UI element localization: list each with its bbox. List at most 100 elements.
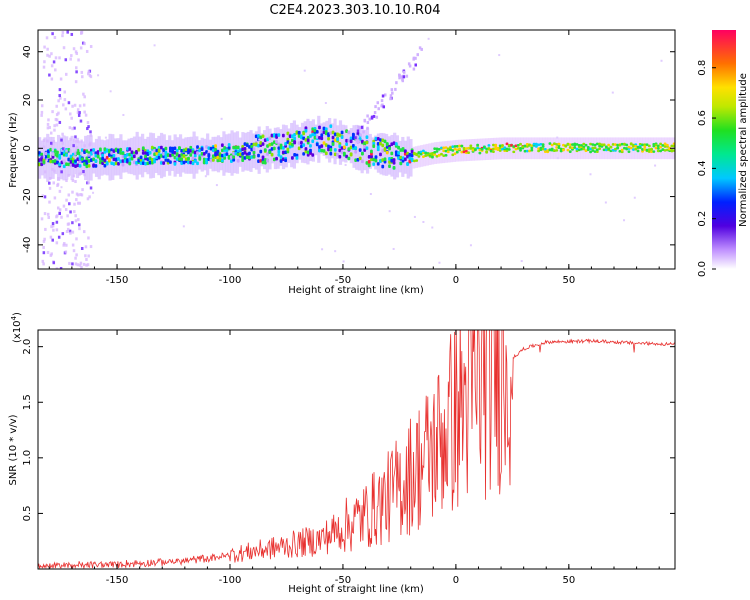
- heatmap-cell: [537, 147, 541, 151]
- heatmap-cell: [252, 147, 256, 152]
- heatmap-cell: [266, 152, 269, 156]
- heatmap-speckle: [68, 126, 72, 130]
- heatmap-cell: [652, 150, 656, 153]
- heatmap-speckle: [65, 149, 68, 153]
- heatmap-speckle: [57, 99, 60, 103]
- heatmap-speckle: [51, 222, 55, 226]
- heatmap-cell: [580, 147, 583, 151]
- heatmap-cell: [548, 142, 552, 145]
- heatmap-speckle: [416, 53, 419, 57]
- heatmap-cell: [128, 152, 132, 157]
- heatmap-cell: [351, 144, 355, 148]
- heatmap-cell: [272, 146, 276, 151]
- heatmap-cell: [408, 156, 412, 161]
- heatmap-cell: [234, 151, 238, 156]
- heatmap-cell: [487, 144, 491, 147]
- heatmap-cell: [604, 148, 608, 152]
- heatmap-cell: [286, 140, 290, 144]
- heatmap-cell: [200, 152, 204, 156]
- heatmap-cell: [67, 157, 71, 162]
- heatmap-cell: [422, 155, 425, 158]
- heatmap-cell: [89, 158, 93, 162]
- heatmap-cell: [435, 154, 439, 158]
- heatmap-cell: [252, 150, 256, 155]
- heatmap-speckle: [58, 56, 61, 60]
- heatmap-cell: [593, 150, 597, 153]
- heatmap-cell: [638, 142, 642, 146]
- heatmap-speckle: [342, 260, 345, 263]
- heatmap-cell: [525, 137, 530, 160]
- heatmap-cell: [44, 151, 48, 156]
- heatmap-speckle: [51, 32, 54, 36]
- heatmap-cell: [501, 147, 504, 151]
- heatmap-cell: [451, 149, 455, 152]
- heatmap-speckle: [76, 201, 80, 205]
- heatmap-speckle: [55, 267, 59, 269]
- heatmap-cell: [236, 152, 240, 157]
- heatmap-cell: [665, 143, 669, 147]
- heatmap-speckle: [46, 47, 49, 51]
- heatmap-cell: [589, 147, 592, 151]
- heatmap-cell: [672, 142, 675, 146]
- heatmap-cell: [485, 151, 489, 154]
- heatmap-cell: [322, 126, 326, 131]
- heatmap-speckle: [52, 60, 56, 64]
- heatmap-cell: [647, 144, 651, 148]
- heatmap-cell: [196, 145, 199, 149]
- heatmap-cell: [347, 130, 351, 135]
- heatmap-speckle: [73, 103, 77, 107]
- heatmap-cell: [187, 160, 190, 165]
- heatmap-speckle: [40, 217, 44, 221]
- heatmap-cell: [379, 138, 382, 142]
- heatmap-cell: [87, 164, 91, 168]
- heatmap-cell: [487, 147, 491, 150]
- heatmap-cell: [218, 157, 222, 161]
- heatmap-cell: [340, 130, 344, 135]
- heatmap-speckle: [70, 54, 73, 58]
- heatmap-speckle: [87, 254, 90, 258]
- heatmap-cell: [573, 142, 577, 146]
- heatmap-cell: [38, 162, 41, 167]
- heatmap-cell: [541, 145, 545, 148]
- heatmap-speckle: [370, 116, 374, 120]
- heatmap-cell: [509, 137, 513, 160]
- heatmap-cell: [384, 133, 389, 176]
- heatmap-cell: [525, 145, 529, 148]
- heatmap-cell: [284, 142, 288, 146]
- heatmap-cell: [519, 148, 522, 152]
- heatmap-cell: [435, 147, 439, 151]
- heatmap-cell: [379, 152, 382, 157]
- heatmap-cell: [453, 152, 457, 155]
- heatmap-speckle: [71, 104, 74, 108]
- heatmap-speckle: [389, 97, 392, 101]
- heatmap-cell: [550, 147, 554, 151]
- heatmap-cell: [309, 144, 312, 148]
- heatmap-speckle: [77, 113, 81, 117]
- heatmap-speckle: [82, 170, 85, 174]
- heatmap-cell: [313, 132, 317, 137]
- heatmap-cell: [602, 148, 606, 152]
- heatmap-speckle: [61, 141, 65, 145]
- heatmap-cell: [382, 133, 386, 176]
- heatmap-cell: [58, 162, 62, 167]
- heatmap-cell: [367, 159, 371, 164]
- heatmap-speckle: [321, 248, 324, 251]
- heatmap-cell: [116, 138, 120, 176]
- heatmap-cell: [406, 161, 409, 166]
- heatmap-cell: [126, 147, 129, 151]
- heatmap-speckle: [71, 190, 74, 194]
- heatmap-cell: [150, 157, 154, 162]
- heatmap-speckle: [80, 139, 83, 143]
- heatmap-cell: [460, 144, 464, 148]
- heatmap-speckle: [72, 174, 76, 178]
- heatmap-speckle: [52, 261, 56, 265]
- heatmap-speckle: [59, 266, 63, 269]
- heatmap-speckle: [67, 193, 71, 197]
- heatmap-cell: [193, 153, 197, 158]
- heatmap-cell: [138, 136, 142, 175]
- heatmap-cell: [96, 151, 100, 155]
- heatmap-speckle: [355, 137, 358, 141]
- heatmap-cell: [279, 155, 283, 159]
- heatmap-cell: [245, 152, 249, 157]
- heatmap-cell: [441, 141, 446, 164]
